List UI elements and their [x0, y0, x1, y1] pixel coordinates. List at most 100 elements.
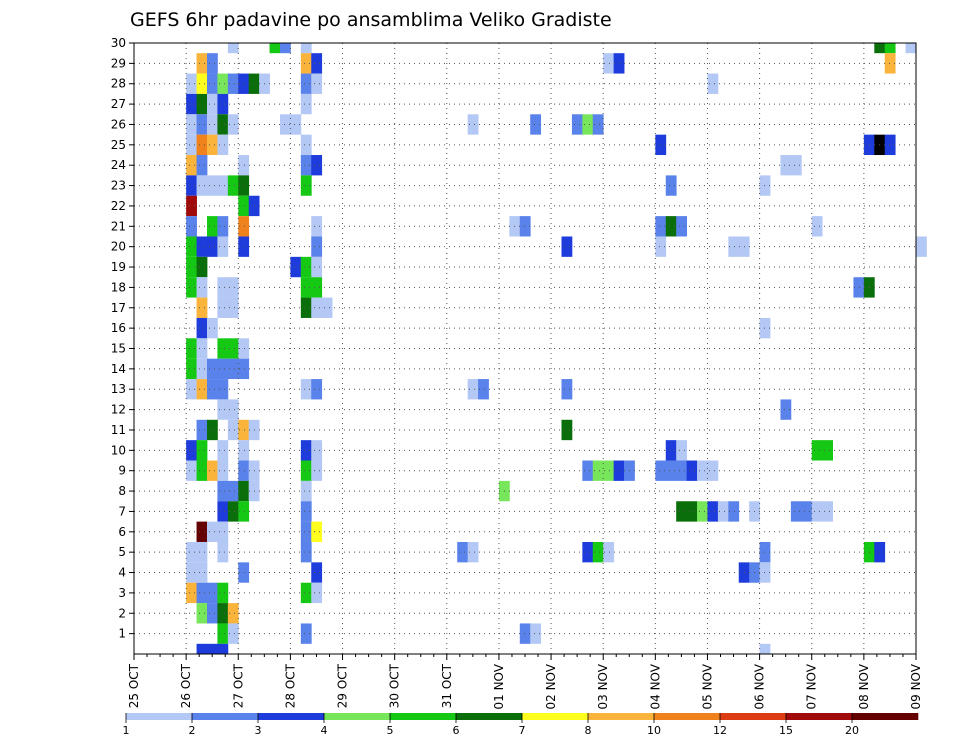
heat-cell	[300, 460, 312, 481]
heat-cell	[186, 175, 197, 196]
heat-cell	[290, 114, 302, 135]
heat-cell	[905, 43, 917, 54]
heat-cell	[530, 114, 542, 135]
heat-cell	[311, 256, 323, 278]
heat-cell	[217, 460, 229, 481]
heat-cell	[582, 114, 594, 135]
heat-cell	[728, 501, 740, 522]
heat-cell	[186, 155, 197, 176]
heat-cell	[853, 277, 865, 298]
heat-cell	[519, 216, 531, 237]
x-tick-label: 29 OCT	[336, 663, 350, 708]
heat-cell	[311, 582, 323, 604]
legend-label: 3	[255, 724, 262, 737]
heat-cell	[227, 480, 239, 502]
heat-cell	[186, 440, 197, 461]
legend-swatch	[522, 713, 589, 720]
heat-cell	[603, 53, 615, 74]
plot-frame	[133, 42, 917, 655]
x-tick-label: 04 NOV	[648, 663, 662, 709]
heat-cell	[196, 541, 208, 563]
heat-cell	[697, 501, 708, 522]
heat-cell	[676, 501, 688, 522]
heat-cell	[311, 277, 323, 298]
heat-cell	[759, 562, 771, 583]
heat-cell	[300, 541, 312, 563]
heat-cell	[217, 236, 229, 257]
heat-cell	[196, 175, 208, 196]
x-axis: 25 OCT 26 OCT 27 OCT 28 OCT 29 OCT 30 OCT 31 O…	[127, 654, 923, 710]
heat-cell	[759, 175, 771, 196]
heat-cell	[217, 541, 229, 563]
x-tick-label: 08 NOV	[857, 663, 871, 709]
heat-cell	[311, 73, 323, 94]
heat-cell	[186, 541, 197, 563]
legend-label: 6	[453, 724, 460, 737]
legend-swatch	[126, 713, 193, 720]
heat-cell	[186, 460, 197, 481]
heat-cell	[186, 216, 197, 237]
y-tick-label: 24	[111, 158, 126, 172]
heat-cell	[884, 43, 896, 54]
heat-cell	[592, 541, 604, 563]
heat-cell	[300, 379, 312, 400]
heat-cell	[811, 216, 823, 237]
heat-cell	[196, 317, 208, 339]
heat-cell	[186, 256, 197, 278]
heat-cell	[217, 603, 229, 624]
x-tick-label: 07 NOV	[805, 663, 819, 709]
legend-swatch	[786, 713, 853, 720]
heat-cell	[206, 582, 218, 604]
heat-cell	[300, 480, 312, 502]
heat-cell	[217, 440, 229, 461]
heat-cell	[707, 73, 719, 94]
heat-cell	[217, 582, 229, 604]
legend-label: 7	[519, 724, 526, 737]
heat-cell	[217, 93, 229, 115]
y-tick-label: 6	[118, 525, 126, 539]
legend-label: 1	[123, 724, 130, 737]
heat-cell	[206, 216, 218, 237]
x-tick-label: 30 OCT	[388, 663, 402, 708]
heat-cell	[196, 379, 208, 400]
heat-cell	[238, 501, 250, 522]
heat-cell	[707, 460, 719, 481]
x-tick-label: 03 NOV	[596, 663, 610, 709]
heat-cell	[311, 379, 323, 400]
heat-cell	[321, 297, 333, 318]
y-tick-label: 28	[111, 77, 126, 91]
y-tick-label: 17	[111, 301, 126, 315]
heat-cell	[300, 521, 312, 542]
heat-cell	[311, 440, 323, 461]
y-tick-label: 20	[111, 240, 126, 254]
heat-cell	[561, 419, 573, 441]
heat-cell	[238, 155, 250, 176]
heat-cell	[530, 623, 542, 644]
heat-cell	[665, 460, 677, 481]
heat-cell	[186, 582, 197, 604]
heat-cell	[655, 216, 667, 237]
heat-cell	[206, 419, 218, 441]
heat-cell	[238, 358, 250, 380]
y-tick-label: 10	[111, 443, 126, 457]
heat-cell	[467, 114, 479, 135]
legend-label: 8	[585, 724, 592, 737]
heat-cell	[186, 114, 197, 135]
y-tick-label: 11	[111, 423, 126, 437]
heat-cell	[311, 460, 323, 481]
heat-cell	[227, 277, 239, 298]
heat-cell	[238, 236, 250, 257]
heat-cell	[196, 521, 208, 542]
heat-cell	[196, 93, 208, 115]
heat-cell	[217, 114, 229, 135]
heat-cell	[206, 93, 218, 115]
heat-cell	[238, 73, 250, 94]
color-legend: 1 2 3 4 5 6 7 8 10 12 15 20	[123, 713, 919, 737]
heat-cell	[217, 480, 229, 502]
heat-cell	[592, 460, 604, 481]
heat-cell	[217, 73, 229, 94]
heat-cell	[311, 521, 323, 542]
heat-cell	[238, 419, 250, 441]
heat-cell	[238, 460, 250, 481]
heat-cell	[186, 277, 197, 298]
